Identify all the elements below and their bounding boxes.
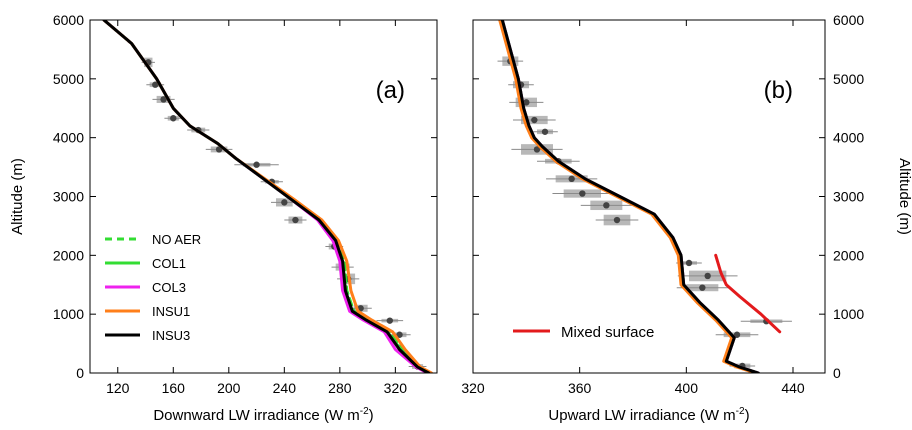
observation-point xyxy=(152,81,159,88)
y-tick-label: 2000 xyxy=(833,247,864,263)
x-tick-label: 160 xyxy=(162,380,186,396)
observation-point xyxy=(170,115,177,122)
y-tick-label: 6000 xyxy=(833,12,864,28)
observation-point xyxy=(685,259,693,267)
observation-point xyxy=(613,216,621,224)
x-tick-label: 320 xyxy=(461,380,485,396)
y-tick-label: 0 xyxy=(833,365,841,381)
x-tick-label: 200 xyxy=(217,380,241,396)
y-axis-title: Altitude (m) xyxy=(896,158,912,235)
observation-point xyxy=(253,161,260,168)
panel-b: 320 360 400 440 0 1000 2000 3000 4000 5000 6000 Upw… xyxy=(461,12,912,424)
legend-label: INSU3 xyxy=(152,328,190,343)
series-line-mixed-surface xyxy=(714,253,782,334)
legend-label: NO AER xyxy=(152,232,201,247)
y-tick-label: 5000 xyxy=(833,71,864,87)
observation-point xyxy=(704,272,711,280)
observation-point xyxy=(541,128,549,135)
observation-point xyxy=(160,96,167,103)
plot-area xyxy=(497,20,792,373)
y-tick-label: 4000 xyxy=(833,130,864,146)
x-tick-label: 400 xyxy=(675,380,699,396)
observation-point xyxy=(733,331,741,338)
legend-label: Mixed surface xyxy=(561,324,654,341)
y-tick-label: 3000 xyxy=(833,189,864,205)
panel-label: (b) xyxy=(764,77,793,104)
observation-point xyxy=(357,305,364,312)
x-tick-label: 280 xyxy=(328,380,352,396)
observation-point xyxy=(579,190,586,197)
observation-point xyxy=(568,175,575,183)
y-tick-label: 2000 xyxy=(53,247,84,263)
x-tick-label: 360 xyxy=(568,380,592,396)
y-tick-label: 0 xyxy=(76,365,84,381)
y-axis-title: Altitude (m) xyxy=(9,158,26,235)
observation-point xyxy=(603,202,610,209)
y-tick-label: 1000 xyxy=(833,306,864,322)
legend-label: COL1 xyxy=(152,256,186,271)
panel-label: (a) xyxy=(376,77,405,104)
x-axis-title: Upward LW irradiance (W m-2) xyxy=(548,406,749,424)
observation-point xyxy=(292,216,299,224)
y-tick-label: 4000 xyxy=(53,130,84,146)
observation-point xyxy=(396,331,403,338)
observation-point xyxy=(281,199,288,206)
x-tick-label: 320 xyxy=(384,380,408,396)
plot-area xyxy=(102,20,433,373)
panel-a: 120 160 200 240 280 320 0 1000 2000 3000 4000 5000 6… xyxy=(9,12,438,424)
observation-point xyxy=(386,317,394,324)
observation-point xyxy=(533,146,541,153)
x-axis-title: Downward LW irradiance (W m-2) xyxy=(153,406,373,424)
x-tick-label: 120 xyxy=(106,380,130,396)
x-tick-label: 240 xyxy=(273,380,297,396)
observation-point xyxy=(531,116,538,124)
observation-point xyxy=(699,284,706,291)
y-tick-label: 1000 xyxy=(53,306,84,322)
observation-point xyxy=(523,99,530,106)
y-tick-label: 6000 xyxy=(53,12,84,28)
y-tick-label: 5000 xyxy=(53,71,84,87)
x-tick-label: 440 xyxy=(781,380,805,396)
series-line-insu3 xyxy=(102,20,431,373)
series-line-insu3 xyxy=(500,20,760,373)
legend-label: INSU1 xyxy=(152,304,190,319)
y-tick-label: 3000 xyxy=(53,189,84,205)
legend-label: COL3 xyxy=(152,280,186,295)
